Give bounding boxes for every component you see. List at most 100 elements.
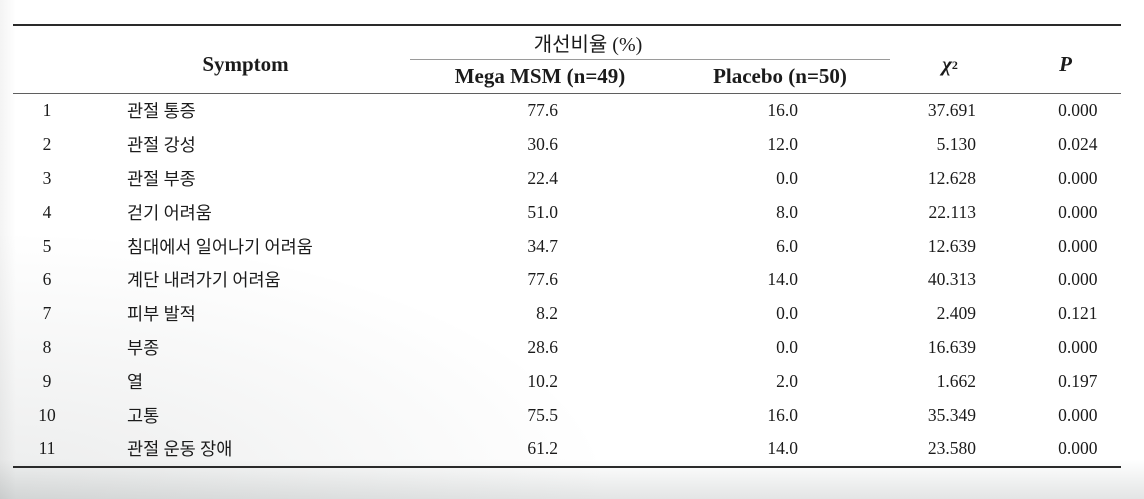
chi-square-value: 23.580 [890, 438, 1010, 459]
mega-msm-value-text: 51.0 [527, 201, 558, 222]
row-number: 3 [42, 167, 52, 188]
table-row: 1 관절 통증 77.6 16.0 37.691 0.000 [13, 94, 1121, 128]
placebo-value: 14.0 [670, 269, 890, 290]
placebo-value-text: 16.0 [767, 404, 798, 425]
placebo-value: 0.0 [670, 337, 890, 358]
table-row: 4 걷기 어려움 51.0 8.0 22.113 0.000 [13, 195, 1121, 229]
header-row-number [13, 26, 81, 93]
mega-msm-value: 77.6 [410, 100, 670, 121]
p-value-text: 0.197 [1058, 370, 1098, 391]
symptom-label: 침대에서 일어나기 어려움 [127, 236, 313, 257]
p-value-text: 0.000 [1058, 167, 1098, 188]
table-row: 7 피부 발적 8.2 0.0 2.409 0.121 [13, 297, 1121, 331]
chi-square-value: 1.662 [890, 371, 1010, 392]
chi-square-value-text: 12.639 [927, 235, 976, 256]
chi-square-value: 5.130 [890, 134, 1010, 155]
chi-square-value: 2.409 [890, 303, 1010, 324]
mega-msm-value: 34.7 [410, 236, 670, 257]
chi-square-value-text: 22.113 [928, 201, 976, 222]
p-value-text: 0.024 [1058, 134, 1098, 155]
chi-square-value-text: 2.409 [936, 303, 976, 324]
table-row: 6 계단 내려가기 어려움 77.6 14.0 40.313 0.000 [13, 263, 1121, 297]
mega-msm-value-text: 8.2 [536, 303, 558, 324]
chi-square-value-text: 12.628 [927, 167, 976, 188]
placebo-value-text: 8.0 [776, 201, 798, 222]
p-value-text: 0.000 [1058, 100, 1098, 121]
chi-square-value: 37.691 [890, 100, 1010, 121]
p-value: 0.000 [1010, 202, 1121, 223]
mega-msm-value: 28.6 [410, 337, 670, 358]
row-number: 8 [42, 336, 52, 357]
chi-square-value-text: 1.662 [936, 370, 976, 391]
row-number: 1 [42, 100, 52, 121]
table-row: 5 침대에서 일어나기 어려움 34.7 6.0 12.639 0.000 [13, 229, 1121, 263]
table-row: 3 관절 부종 22.4 0.0 12.628 0.000 [13, 162, 1121, 196]
placebo-value-text: 0.0 [776, 303, 798, 324]
mega-msm-value-text: 77.6 [527, 269, 558, 290]
p-value: 0.000 [1010, 337, 1121, 358]
mega-msm-value: 10.2 [410, 371, 670, 392]
header-placebo: Placebo (n=50) [713, 64, 847, 88]
chi-square-value: 16.639 [890, 337, 1010, 358]
placebo-value-text: 16.0 [767, 100, 798, 121]
placebo-value: 16.0 [670, 405, 890, 426]
p-value: 0.000 [1010, 168, 1121, 189]
header-mega-msm: Mega MSM (n=49) [454, 64, 626, 88]
chi-square-value: 12.628 [890, 168, 1010, 189]
header-improvement-group: 개선비율 (%) Mega MSM (n=49) Placebo (n=50) [410, 26, 890, 93]
row-number: 10 [38, 404, 56, 425]
p-value-text: 0.000 [1058, 269, 1098, 290]
placebo-value-text: 14.0 [767, 438, 798, 459]
symptom-label: 부종 [127, 337, 160, 358]
results-table: Symptom 개선비율 (%) Mega MSM (n=49) Placebo… [13, 24, 1121, 468]
placebo-value-text: 2.0 [776, 370, 798, 391]
symptom-label: 관절 통증 [127, 101, 196, 122]
chi-square-value-text: 40.313 [927, 269, 976, 290]
p-value-text: 0.000 [1058, 404, 1098, 425]
placebo-value-text: 12.0 [767, 134, 798, 155]
p-value: 0.197 [1010, 371, 1121, 392]
mega-msm-value-text: 28.6 [527, 336, 558, 357]
placebo-value: 16.0 [670, 100, 890, 121]
p-value-text: 0.000 [1058, 235, 1098, 256]
symptom-label: 걷기 어려움 [127, 202, 212, 223]
symptom-label: 관절 강성 [127, 135, 196, 156]
table-row: 8 부종 28.6 0.0 16.639 0.000 [13, 331, 1121, 365]
chi-square-value-text: 35.349 [927, 404, 976, 425]
symptom-label: 열 [127, 371, 144, 392]
placebo-value: 6.0 [670, 236, 890, 257]
placebo-value: 14.0 [670, 438, 890, 459]
table-row: 10 고통 75.5 16.0 35.349 0.000 [13, 398, 1121, 432]
p-value: 0.024 [1010, 134, 1121, 155]
placebo-value: 0.0 [670, 168, 890, 189]
placebo-value: 0.0 [670, 303, 890, 324]
placebo-value-text: 0.0 [776, 167, 798, 188]
chi-square-value: 12.639 [890, 236, 1010, 257]
mega-msm-value-text: 22.4 [527, 167, 558, 188]
row-number: 2 [42, 134, 52, 155]
placebo-value-text: 6.0 [776, 235, 798, 256]
p-value: 0.000 [1010, 438, 1121, 459]
row-number: 4 [42, 201, 52, 222]
mega-msm-value-text: 10.2 [527, 370, 558, 391]
p-value: 0.000 [1010, 236, 1121, 257]
mega-msm-value: 77.6 [410, 269, 670, 290]
table-row: 11 관절 운동 장애 61.2 14.0 23.580 0.000 [13, 432, 1121, 466]
p-value-text: 0.121 [1058, 303, 1098, 324]
mega-msm-value: 61.2 [410, 438, 670, 459]
row-number: 9 [42, 370, 52, 391]
mega-msm-value: 30.6 [410, 134, 670, 155]
p-value-text: 0.000 [1058, 201, 1098, 222]
p-value: 0.000 [1010, 100, 1121, 121]
row-number: 7 [42, 303, 52, 324]
mega-msm-value: 75.5 [410, 405, 670, 426]
chi-square-value: 22.113 [890, 202, 1010, 223]
chi-square-value-text: 37.691 [927, 100, 976, 121]
p-value-text: 0.000 [1058, 438, 1098, 459]
header-symptom: Symptom [202, 52, 289, 76]
p-value: 0.000 [1010, 269, 1121, 290]
symptom-label: 관절 운동 장애 [127, 439, 233, 460]
mega-msm-value-text: 61.2 [527, 438, 558, 459]
header-p-value: P [1059, 52, 1072, 76]
